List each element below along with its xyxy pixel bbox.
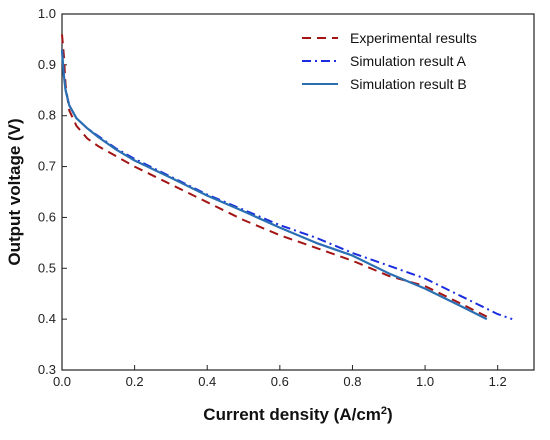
x-axis-title: Current density (A/cm2)	[203, 405, 392, 424]
legend-label-3: Simulation result B	[350, 76, 467, 92]
plot-frame	[61, 13, 535, 371]
y-tick-label: 0.4	[38, 311, 56, 326]
y-tick-label: 1.0	[38, 6, 56, 21]
x-axis-title-sup: 2	[381, 405, 387, 417]
x-axis-title-main: Current density (A/cm	[203, 405, 381, 424]
y-tick-label: 0.3	[38, 362, 56, 377]
x-tick-label: 0.0	[53, 374, 71, 389]
series-lines	[60, 34, 513, 321]
series-line-1	[61, 34, 488, 318]
x-tick-label: 0.8	[343, 374, 361, 389]
axis-ticks: 0.0 0.2 0.4 0.6 0.8 1.0 1.2 0.3 0.4 0.5 0.6 0.7 0.8 0…	[38, 6, 507, 389]
y-tick-label: 0.8	[38, 108, 56, 123]
x-axis-title-tail: )	[387, 405, 393, 424]
y-tick-label: 0.7	[38, 159, 56, 174]
x-tick-label: 1.2	[489, 374, 507, 389]
series-line-3	[60, 49, 488, 321]
y-tick-label: 0.9	[38, 57, 56, 72]
y-axis-title: Output voltage (V)	[5, 118, 24, 265]
x-tick-label: 0.2	[126, 374, 144, 389]
x-tick-label: 0.6	[271, 374, 289, 389]
y-tick-label: 0.5	[38, 260, 56, 275]
legend-label-1: Experimental results	[350, 30, 477, 46]
y-tick-label: 0.6	[38, 209, 56, 224]
x-tick-label: 0.4	[198, 374, 216, 389]
legend-label-2: Simulation result A	[350, 53, 467, 69]
x-tick-label: 1.0	[416, 374, 434, 389]
legend: Experimental results Simulation result A S…	[302, 30, 477, 92]
